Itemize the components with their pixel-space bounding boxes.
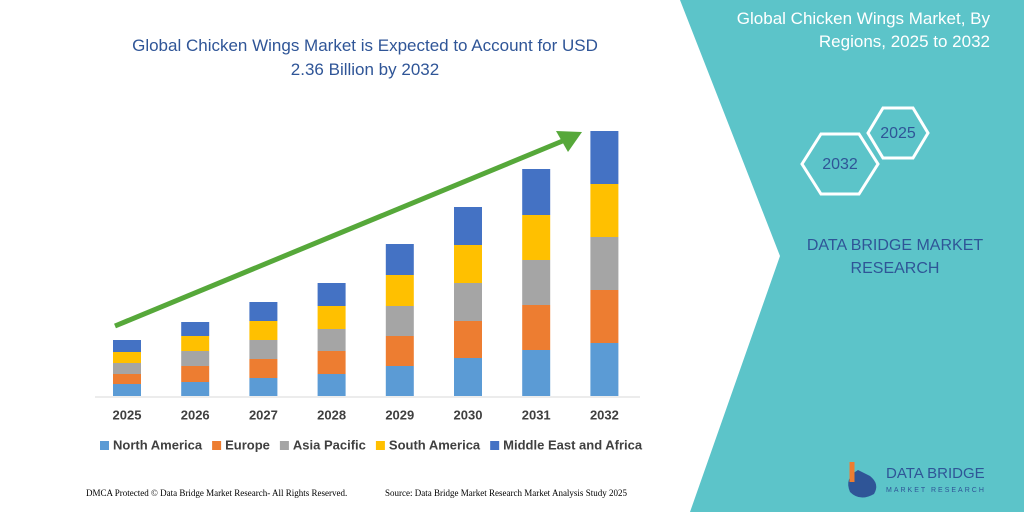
- bar-segment: [249, 378, 278, 396]
- hex-label: 2032: [822, 156, 858, 173]
- bar-segment: [590, 237, 619, 290]
- panel-brand: DATA BRIDGE MARKET RESEARCH: [807, 237, 984, 277]
- panel-title: Global Chicken Wings Market, By Regions, …: [737, 9, 991, 51]
- bar-segment: [113, 363, 141, 374]
- logo-mark: [848, 470, 877, 498]
- hex-label: 2025: [880, 125, 916, 142]
- legend-label: Asia Pacific: [293, 437, 366, 452]
- x-tick-label: 2027: [249, 407, 278, 422]
- bar-segment: [590, 131, 619, 184]
- bar-segment: [590, 290, 619, 343]
- hexagon: [866, 106, 930, 160]
- bar-segment: [454, 358, 482, 396]
- x-tick-label: 2030: [454, 407, 483, 422]
- side-panel: [680, 0, 1024, 512]
- bar-segment: [181, 382, 210, 396]
- bar-segment: [522, 260, 551, 305]
- bar-segment: [113, 352, 141, 363]
- legend-label: Middle East and Africa: [503, 437, 643, 452]
- logo-name: DATA BRIDGE: [886, 465, 985, 482]
- bar-segment: [317, 329, 346, 351]
- bar-segment: [249, 321, 278, 340]
- legend-swatch: [100, 441, 109, 450]
- bar-segment: [590, 343, 619, 396]
- bar-segment: [249, 359, 278, 378]
- legend-swatch: [279, 441, 289, 450]
- footer-left: DMCA Protected © Data Bridge Market Rese…: [86, 488, 347, 498]
- bar-segment: [522, 305, 551, 350]
- bar-segment: [385, 244, 414, 275]
- legend-swatch: [212, 441, 222, 450]
- bar-segment: [181, 322, 210, 336]
- legend-swatch: [490, 441, 500, 450]
- bar-segment: [454, 207, 482, 245]
- legend-label: North America: [113, 437, 203, 452]
- x-tick-label: 2031: [522, 407, 551, 422]
- bar-segment: [249, 302, 278, 321]
- bar-segment: [385, 306, 414, 336]
- bar-segment: [317, 306, 346, 329]
- bar-segment: [522, 169, 551, 215]
- bar-segment: [113, 340, 141, 352]
- bar-segment: [181, 336, 210, 351]
- x-tick-label: 2028: [317, 407, 346, 422]
- trend-arrow: [114, 137, 566, 329]
- bar-segment: [454, 283, 482, 321]
- arrow-head: [556, 131, 582, 152]
- bar-segment: [181, 366, 210, 382]
- bar-segment: [454, 321, 482, 358]
- bar-segment: [522, 350, 551, 396]
- bar-segment: [385, 366, 414, 396]
- x-tick-label: 2032: [590, 407, 619, 422]
- bar-segment: [317, 283, 346, 306]
- bar-segment: [249, 340, 278, 359]
- bar-segment: [181, 351, 210, 366]
- logo-tagline: MARKET RESEARCH: [886, 487, 986, 494]
- bar-segment: [385, 275, 414, 306]
- bar-segment: [454, 245, 482, 283]
- chart-title: Global Chicken Wings Market is Expected …: [132, 36, 598, 79]
- bar-segment: [113, 384, 141, 396]
- x-tick-label: 2029: [385, 407, 414, 422]
- x-tick-label: 2026: [181, 407, 210, 422]
- footer-right: Source: Data Bridge Market Research Mark…: [385, 488, 627, 498]
- legend-label: South America: [389, 437, 481, 452]
- legend-label: Europe: [225, 437, 270, 452]
- bar-segment: [522, 215, 551, 260]
- bar-segment: [113, 374, 141, 384]
- x-tick-label: 2025: [113, 407, 142, 422]
- bar-segment: [590, 184, 619, 237]
- bar-segment: [385, 336, 414, 366]
- hexagon: [800, 132, 880, 196]
- bar-segment: [317, 351, 346, 374]
- bar-segment: [317, 374, 346, 396]
- legend-swatch: [375, 441, 385, 450]
